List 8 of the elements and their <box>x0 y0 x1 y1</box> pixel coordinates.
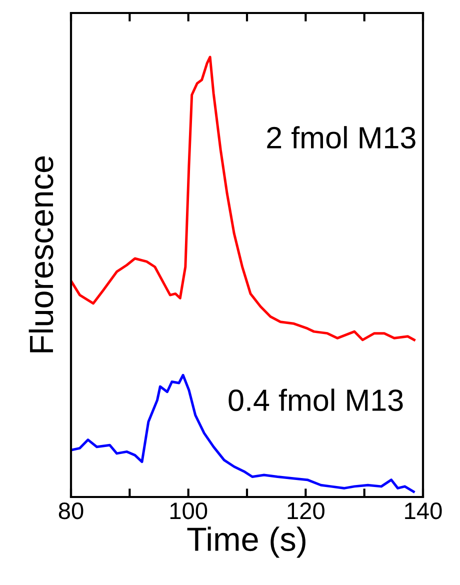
x-tick-label: 100 <box>170 502 208 520</box>
x-tick-label: 140 <box>405 502 442 520</box>
x-tick-label: 120 <box>288 502 324 520</box>
y-axis-title: Fluorescence <box>28 156 54 352</box>
x-axis-title: Time (s) <box>187 526 306 558</box>
series-label: 2 fmol M13 <box>267 126 416 149</box>
x-tick-label: 80 <box>58 502 84 520</box>
series-label: 0.4 fmol M13 <box>228 388 403 412</box>
